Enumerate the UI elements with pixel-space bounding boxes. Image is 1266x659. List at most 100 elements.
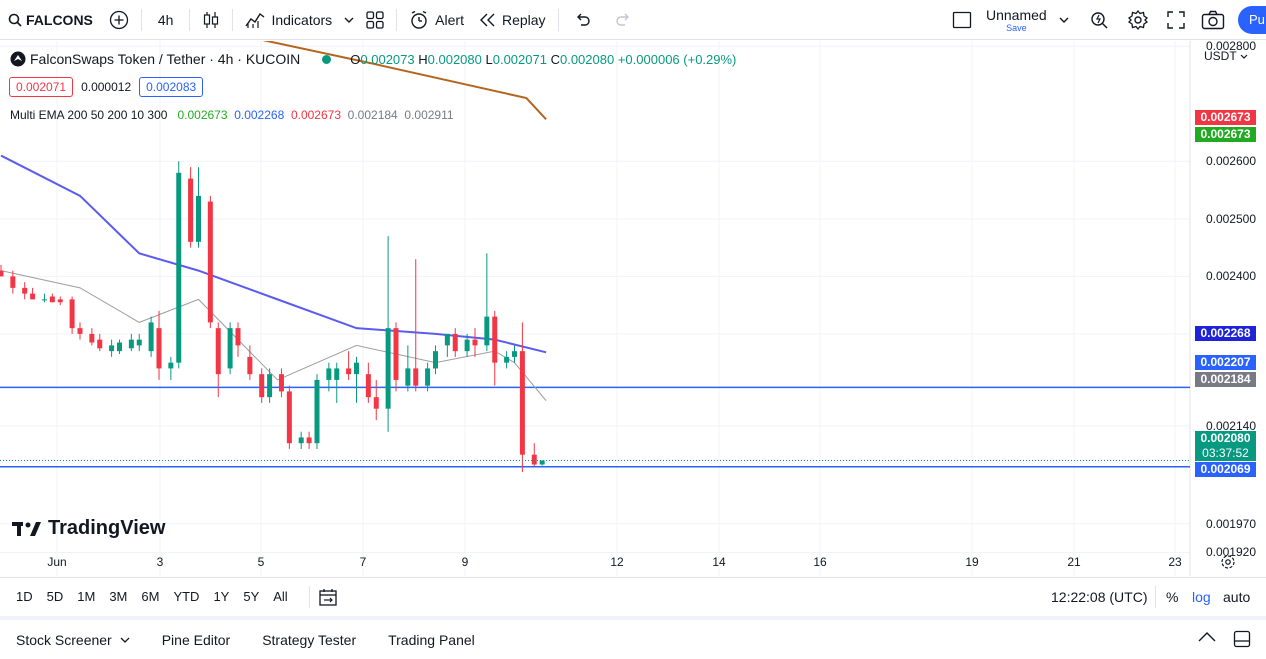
- candle-body: [77, 328, 83, 334]
- last-price-tag: 0.002080: [1195, 431, 1256, 446]
- price-axis-label: 0.002500: [1205, 211, 1256, 226]
- gear-icon[interactable]: [1127, 9, 1149, 31]
- fullscreen-icon[interactable]: [1166, 10, 1186, 30]
- interval-button[interactable]: 4h: [146, 0, 186, 40]
- time-axis-label: 9: [461, 555, 469, 569]
- range-button-1d[interactable]: 1D: [16, 589, 33, 604]
- layout-square-icon[interactable]: [952, 11, 972, 29]
- symbol-search-button[interactable]: FALCONS: [0, 0, 101, 40]
- candle-body: [196, 195, 201, 242]
- range-button-3m[interactable]: 3M: [109, 589, 128, 604]
- log-toggle[interactable]: log: [1192, 588, 1211, 605]
- tab-stock-screener[interactable]: Stock Screener: [0, 632, 146, 648]
- alarm-clock-icon: [409, 10, 429, 30]
- candle: [306, 431, 312, 449]
- layout-name-button[interactable]: Unnamed Save: [986, 8, 1047, 33]
- ema-value-2: 0.002268: [234, 108, 285, 122]
- candle-body: [531, 454, 537, 465]
- symbol-legend[interactable]: FalconSwaps Token / Tether · 4h · KUCOIN…: [10, 51, 736, 67]
- range-button-5d[interactable]: 5D: [46, 589, 64, 604]
- tab-pine-editor[interactable]: Pine Editor: [146, 632, 246, 648]
- chevron-up-icon[interactable]: [1198, 632, 1216, 642]
- percent-toggle[interactable]: %: [1166, 588, 1179, 605]
- time-axis-label: 7: [359, 555, 367, 569]
- tab-trading-panel[interactable]: Trading Panel: [372, 632, 491, 648]
- chart-settings-icon[interactable]: [1220, 554, 1236, 570]
- alert-button[interactable]: Alert: [401, 0, 472, 40]
- chart-type-button[interactable]: [194, 0, 228, 40]
- candle-body: [227, 328, 233, 369]
- candle-body: [247, 356, 253, 375]
- price-axis-label: 0.002140: [1205, 418, 1256, 433]
- candle-body: [298, 437, 304, 444]
- price-axis-label: 0.002400: [1205, 269, 1256, 284]
- indicator-legend[interactable]: Multi EMA 200 50 200 10 300 0.002673 0.0…: [10, 108, 454, 122]
- bid-ask-panel: 0.002071 0.000012 0.002083: [9, 77, 204, 97]
- candle: [97, 333, 103, 352]
- tab-label: Pine Editor: [161, 631, 231, 648]
- sell-price-button[interactable]: 0.002071: [9, 77, 74, 97]
- candle: [176, 161, 182, 369]
- range-button-5y[interactable]: 5Y: [243, 589, 260, 604]
- camera-icon[interactable]: [1201, 10, 1225, 30]
- range-button-6m[interactable]: 6M: [141, 589, 160, 604]
- time-axis-label: 21: [1067, 555, 1081, 569]
- candle: [156, 310, 162, 380]
- auto-toggle[interactable]: auto: [1223, 588, 1251, 605]
- candle-body: [484, 316, 490, 346]
- candle: [128, 333, 134, 352]
- redo-icon: [615, 13, 631, 27]
- chart-pane[interactable]: FalconSwaps Token / Tether · 4h · KUCOIN…: [0, 39, 1266, 576]
- range-button-1y[interactable]: 1Y: [213, 589, 230, 604]
- chevron-down-icon[interactable]: [1059, 17, 1069, 23]
- high-value: 0.002080: [427, 51, 482, 67]
- compare-button[interactable]: [101, 0, 137, 40]
- close-value: 0.002080: [559, 51, 615, 67]
- spread-value: 0.000012: [81, 80, 132, 94]
- replay-button[interactable]: Replay: [472, 0, 554, 40]
- utc-clock[interactable]: 12:22:08 (UTC): [1051, 588, 1148, 605]
- tab-label: Trading Panel: [388, 631, 475, 648]
- publish-button[interactable]: Pu: [1238, 6, 1266, 34]
- currency-button[interactable]: USDT: [1204, 49, 1248, 63]
- top-toolbar: FALCONS 4h Indicators Alert: [0, 0, 1266, 40]
- interval-label: 4h: [157, 11, 174, 28]
- ema-red-tag: 0.002673: [1195, 110, 1256, 125]
- candle-body: [97, 339, 103, 349]
- indicator-templates-button[interactable]: [340, 0, 358, 40]
- candle: [215, 322, 221, 398]
- tradingview-watermark[interactable]: TradingView: [12, 517, 165, 540]
- indicators-label: Indicators: [271, 11, 333, 28]
- range-button-1m[interactable]: 1M: [77, 589, 96, 604]
- candle: [267, 368, 273, 403]
- price-chart[interactable]: [0, 41, 1266, 576]
- buy-price-button[interactable]: 0.002083: [139, 77, 204, 97]
- range-divider: [308, 585, 310, 608]
- candle: [452, 328, 458, 357]
- time-axis-label: 5: [257, 555, 265, 569]
- candle-body: [472, 339, 478, 346]
- change-value: +0.000006 (+0.29%): [617, 51, 737, 67]
- market-status-dot[interactable]: [322, 54, 332, 64]
- indicators-icon: [245, 11, 265, 29]
- ema-blue-tag: 0.002268: [1195, 326, 1256, 341]
- maximize-panel-icon[interactable]: [1233, 630, 1251, 648]
- candle-body: [512, 351, 517, 357]
- candle: [148, 316, 154, 357]
- candle: [365, 362, 371, 403]
- layouts-button[interactable]: [358, 0, 392, 40]
- redo-button[interactable]: [603, 0, 643, 40]
- range-button-ytd[interactable]: YTD: [173, 589, 200, 604]
- indicators-button[interactable]: Indicators: [237, 0, 340, 40]
- tab-strategy-tester[interactable]: Strategy Tester: [246, 632, 372, 648]
- quick-search-icon[interactable]: [1090, 10, 1110, 30]
- candle: [298, 431, 304, 449]
- undo-button[interactable]: [563, 0, 603, 40]
- high-label: H: [418, 51, 428, 67]
- calendar-icon[interactable]: [318, 587, 338, 607]
- candle: [492, 310, 498, 386]
- candle: [464, 333, 470, 357]
- symbol-title: FalconSwaps Token / Tether · 4h · KUCOIN: [30, 51, 301, 67]
- ema-value-5: 0.002911: [404, 108, 454, 122]
- range-button-all[interactable]: All: [273, 589, 288, 604]
